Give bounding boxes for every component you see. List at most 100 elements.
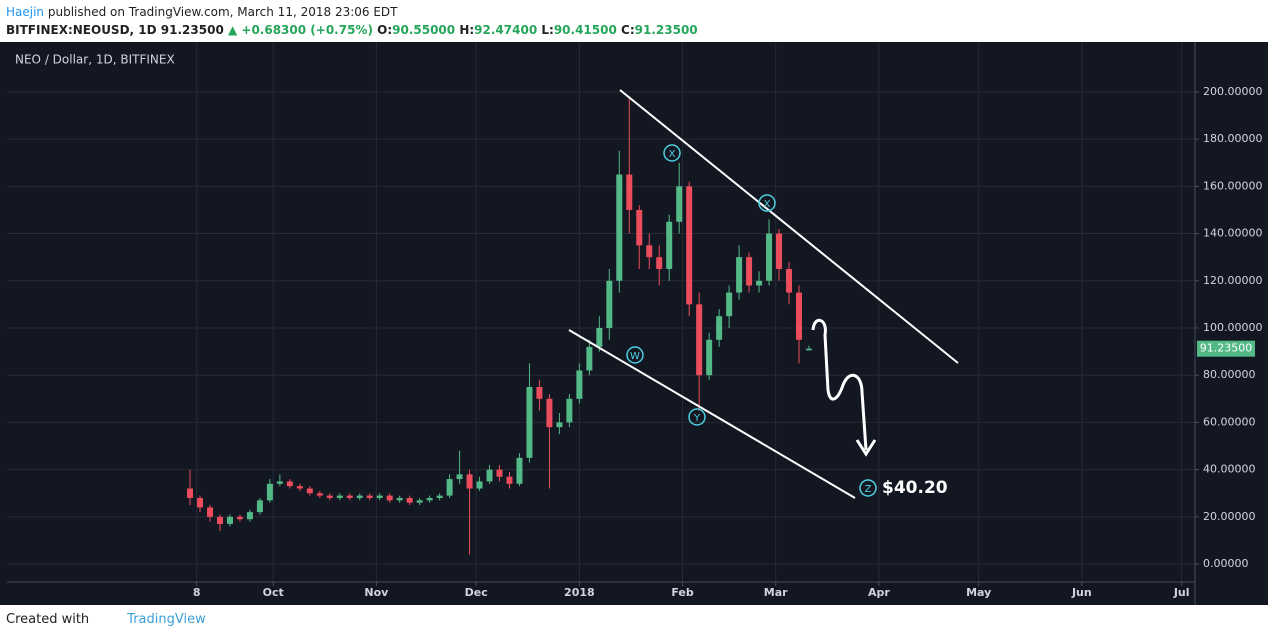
wave-label: Z [865, 484, 872, 495]
o-label: O: [377, 23, 393, 37]
x-tick-label: Jul [1173, 586, 1190, 599]
candle-body [586, 346, 593, 371]
wave-label: X [764, 199, 771, 210]
c-label: C: [621, 23, 635, 37]
target-label: $40.20 [882, 478, 948, 498]
candle-body [426, 497, 433, 501]
candle-body [706, 339, 713, 376]
candle-body [296, 486, 303, 489]
candle-body [446, 479, 453, 496]
trend-line [568, 329, 856, 499]
brand-link[interactable]: TradingView [127, 612, 206, 627]
candle-body [696, 304, 703, 376]
candle-body [256, 500, 263, 513]
l-label: L: [541, 23, 554, 37]
symbol: BITFINEX:NEOUSD, 1D [6, 23, 157, 37]
candle-body [486, 469, 493, 482]
x-tick-label: May [966, 586, 991, 599]
candle-body [526, 387, 533, 458]
chart-title: NEO / Dollar, 1D, BITFINEX [15, 53, 175, 67]
x-tick-label: 2018 [564, 586, 595, 599]
wave-circle [626, 346, 644, 364]
y-tick-label: 0.00000 [1203, 557, 1249, 570]
x-tick-label: Oct [263, 586, 284, 599]
last-price-box [1197, 340, 1255, 357]
candle-body [736, 257, 743, 293]
candle-body [466, 474, 473, 489]
candle-body [206, 507, 213, 517]
candle-body [356, 495, 363, 498]
header: Haejin published on TradingView.com, Mar… [6, 3, 698, 39]
candle-body [326, 495, 333, 498]
candle-body [506, 476, 513, 484]
candle-body [197, 497, 204, 508]
candle-body [406, 497, 413, 503]
wave-label: W [630, 351, 640, 362]
y-tick-label: 100.00000 [1203, 321, 1263, 334]
candle-body [756, 280, 763, 286]
candle-body [686, 186, 693, 305]
author[interactable]: Haejin [6, 5, 45, 19]
x-tick-label: Feb [671, 586, 694, 599]
candle-body [805, 348, 812, 351]
close: 91.23500 [634, 23, 698, 37]
h-label: H: [459, 23, 475, 37]
candle-body [376, 495, 383, 498]
candle-body [666, 221, 673, 269]
candle-body [596, 327, 603, 347]
candle-body [436, 495, 443, 498]
x-tick-label: Nov [364, 586, 389, 599]
candle-body [266, 483, 273, 501]
candle-body [396, 497, 403, 501]
wave-circle [758, 194, 776, 212]
low: 90.41500 [553, 23, 617, 37]
chart-background [0, 42, 1268, 605]
y-tick-label: 160.00000 [1203, 179, 1263, 192]
candle-body [516, 457, 523, 484]
candle-body [366, 495, 373, 498]
y-tick-label: 140.00000 [1203, 227, 1263, 240]
candle-body [346, 495, 353, 498]
candle-body [566, 398, 573, 423]
x-tick-label: Mar [764, 586, 788, 599]
candle-body [386, 495, 393, 501]
candle-body [456, 474, 463, 480]
candle-body [726, 292, 733, 317]
trend-line [619, 89, 959, 364]
candle-body [616, 174, 623, 281]
high: 92.47400 [474, 23, 538, 37]
y-tick-label: 20.00000 [1203, 510, 1256, 523]
change: ▲ +0.68300 (+0.75%) [227, 23, 373, 37]
candle-body [476, 481, 483, 489]
candle-body [746, 257, 753, 286]
x-tick-label: Dec [465, 586, 488, 599]
arrow-head [855, 439, 877, 457]
candle-body [776, 233, 783, 269]
y-tick-label: 60.00000 [1203, 415, 1256, 428]
candle-body [576, 370, 583, 399]
wave-label: Y [693, 413, 701, 424]
candle-body [276, 481, 283, 484]
y-tick-label: 120.00000 [1203, 274, 1263, 287]
projection-arrow [811, 319, 868, 451]
candle-body [626, 174, 633, 210]
candle-body [676, 186, 683, 222]
wave-circle [859, 479, 877, 497]
candle-body [786, 268, 793, 293]
price: 91.23500 [160, 23, 224, 37]
candle-body [246, 512, 253, 520]
candle-body [636, 209, 643, 246]
candle-body [286, 481, 293, 487]
last-price-label: 91.23500 [1200, 342, 1253, 355]
candle-body [496, 469, 503, 477]
candle-body [656, 257, 663, 269]
candle-body [796, 292, 802, 340]
x-tick-label: Apr [868, 586, 890, 599]
candle-body [216, 516, 223, 524]
y-tick-label: 80.00000 [1203, 368, 1256, 381]
candle-body [766, 233, 773, 281]
wave-circle [663, 144, 681, 162]
wave-circle [688, 408, 706, 426]
candle-body [546, 398, 553, 428]
